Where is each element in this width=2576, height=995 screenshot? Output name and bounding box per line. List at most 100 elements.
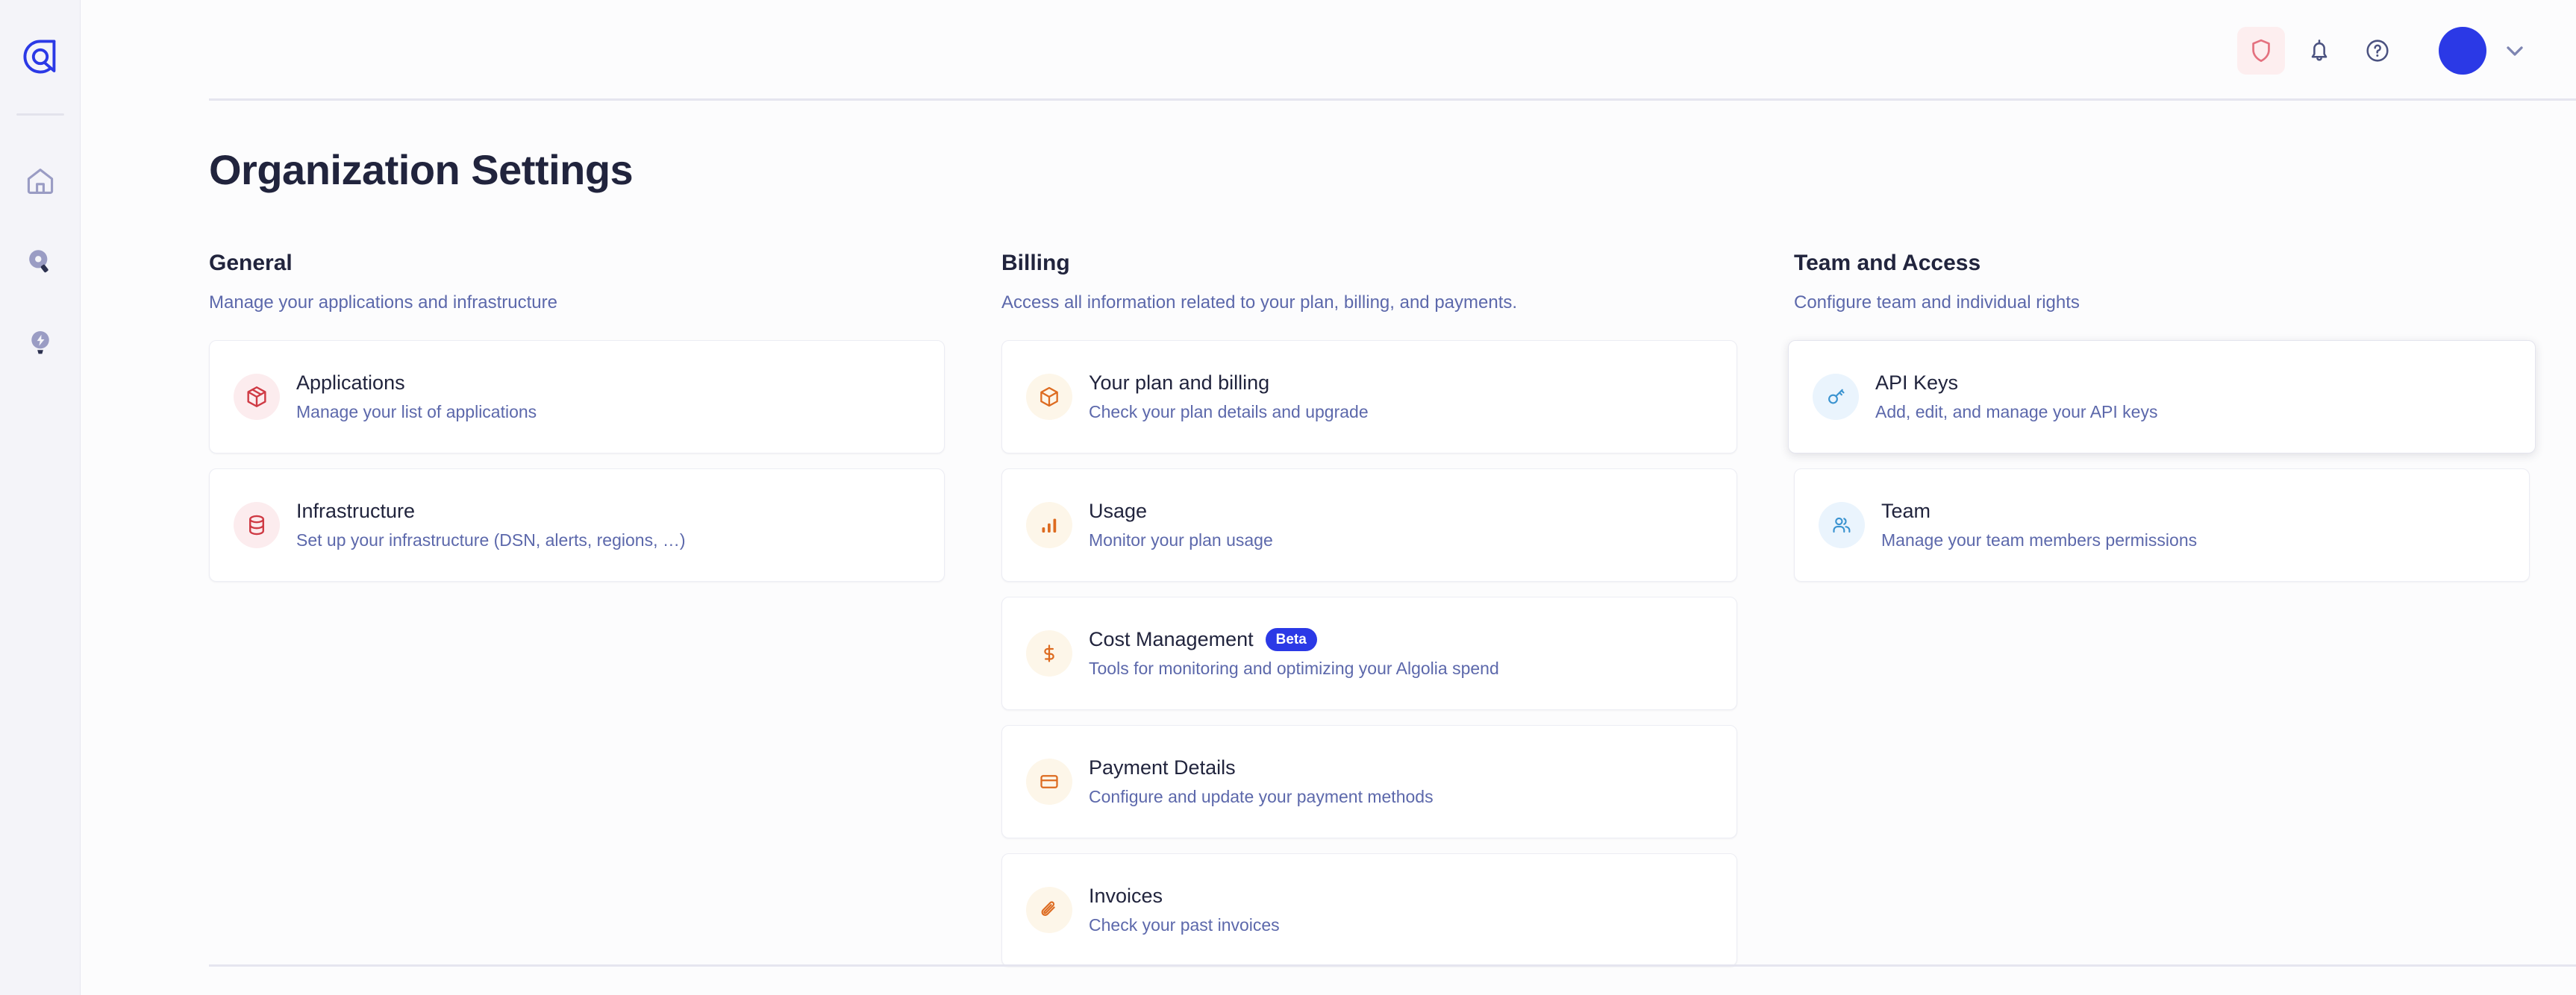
bar-chart-icon <box>1042 518 1057 533</box>
card-title-row: Applications <box>296 371 537 395</box>
column-subtitle: Configure team and individual rights <box>1794 292 2080 313</box>
column-general: General Manage your applications and inf… <box>209 251 945 582</box>
database-icon <box>249 515 264 536</box>
card-title: Team <box>1881 500 1931 522</box>
card-icon-wrap <box>1819 502 1865 548</box>
card-title-row: Infrastructure <box>296 500 686 523</box>
dollar-icon <box>1044 644 1054 662</box>
card-title-row: API Keys <box>1875 371 2157 395</box>
search-icon <box>28 250 49 273</box>
column-subtitle: Access all information related to your p… <box>1001 292 1518 313</box>
account-menu[interactable] <box>2439 26 2530 75</box>
card-title: Cost Management <box>1089 628 1254 650</box>
card-title-row: Your plan and billing <box>1089 371 1369 395</box>
main-area: Organization Settings General Manage you… <box>81 0 2576 995</box>
column-billing: Billing Access all information related t… <box>1001 251 1737 967</box>
card-icon-wrap <box>234 374 280 420</box>
card-body: Infrastructure Set up your infrastructur… <box>296 500 686 550</box>
users-icon <box>1833 517 1851 533</box>
shield-icon <box>2252 39 2270 62</box>
card-payment-details[interactable]: Payment Details Configure and update you… <box>1001 725 1737 838</box>
card-list: Your plan and billing Check your plan de… <box>1001 340 1737 967</box>
card-body: Cost Management Beta Tools for monitorin… <box>1089 627 1499 679</box>
card-icon-wrap <box>1026 630 1072 677</box>
card-your-plan-and-billing[interactable]: Your plan and billing Check your plan de… <box>1001 340 1737 453</box>
card-description: Configure and update your payment method… <box>1089 787 1434 806</box>
card-description: Check your past invoices <box>1089 915 1280 935</box>
card-description: Tools for monitoring and optimizing your… <box>1089 659 1499 679</box>
card-api-keys[interactable]: API Keys Add, edit, and manage your API … <box>1788 340 2536 453</box>
card-icon-wrap <box>234 502 280 548</box>
algolia-logo-icon <box>22 40 55 74</box>
card-list: API Keys Add, edit, and manage your API … <box>1788 340 2536 582</box>
card-title: Usage <box>1089 500 1148 522</box>
column-title: Billing <box>1001 251 1070 275</box>
top-header <box>81 0 2576 101</box>
key-icon <box>1828 389 1845 404</box>
card-team[interactable]: Team Manage your team members permission… <box>1794 468 2530 582</box>
lightbulb-bolt-icon <box>31 330 49 354</box>
home-icon <box>27 169 53 194</box>
card-description: Manage your team members permissions <box>1881 530 2198 550</box>
card-infrastructure[interactable]: Infrastructure Set up your infrastructur… <box>209 468 945 582</box>
card-title: Invoices <box>1089 885 1163 907</box>
card-title-row: Cost Management Beta <box>1089 627 1499 652</box>
card-title: API Keys <box>1875 371 1959 394</box>
column-subtitle: Manage your applications and infrastruct… <box>209 292 557 313</box>
card-body: Usage Monitor your plan usage <box>1089 500 1273 550</box>
cube-icon <box>1040 386 1058 407</box>
help-button[interactable] <box>2354 27 2401 75</box>
card-description: Set up your infrastructure (DSN, alerts,… <box>296 530 686 550</box>
card-icon-wrap <box>1026 502 1072 548</box>
notifications-button[interactable] <box>2295 27 2343 75</box>
card-body: API Keys Add, edit, and manage your API … <box>1875 371 2157 422</box>
avatar[interactable] <box>2439 26 2486 75</box>
status-badge: Beta <box>1265 627 1317 652</box>
sidebar-item-home[interactable] <box>0 141 81 222</box>
sidebar-item-recommend[interactable] <box>0 302 81 383</box>
card-cost-management[interactable]: Cost Management Beta Tools for monitorin… <box>1001 597 1737 710</box>
algolia-logo[interactable] <box>0 21 81 92</box>
page-title: Organization Settings <box>209 146 634 193</box>
card-body: Invoices Check your past invoices <box>1089 885 1280 935</box>
card-title-row: Team <box>1881 500 2197 523</box>
card-body: Your plan and billing Check your plan de… <box>1089 371 1369 422</box>
card-applications[interactable]: Applications Manage your list of applica… <box>209 340 945 453</box>
card-body: Applications Manage your list of applica… <box>296 371 537 422</box>
card-body: Payment Details Configure and update you… <box>1089 756 1434 807</box>
column-title: General <box>209 251 293 275</box>
card-icon-wrap <box>1026 759 1072 805</box>
chevron-down-icon[interactable] <box>2500 36 2530 66</box>
card-body: Team Manage your team members permission… <box>1881 500 2197 550</box>
card-title-row: Invoices <box>1089 885 1280 908</box>
card-description: Add, edit, and manage your API keys <box>1875 402 2158 421</box>
card-icon-wrap <box>1813 374 1859 420</box>
card-icon-wrap <box>1026 887 1072 933</box>
card-title: Applications <box>296 371 405 394</box>
help-circle-icon <box>2366 39 2389 62</box>
left-sidebar <box>0 0 81 995</box>
bell-icon <box>2311 39 2328 60</box>
card-title: Your plan and billing <box>1089 371 1270 394</box>
card-title: Infrastructure <box>296 500 416 522</box>
package-box-icon <box>247 386 266 407</box>
card-description: Monitor your plan usage <box>1089 530 1273 550</box>
card-usage[interactable]: Usage Monitor your plan usage <box>1001 468 1737 582</box>
card-list: Applications Manage your list of applica… <box>209 340 945 582</box>
sidebar-divider <box>16 113 64 116</box>
security-button[interactable] <box>2237 26 2285 75</box>
column-title: Team and Access <box>1794 251 1981 275</box>
credit-card-icon <box>1040 775 1058 788</box>
paperclip-icon <box>1041 901 1055 917</box>
card-icon-wrap <box>1026 374 1072 420</box>
column-team-and-access: Team and Access Configure team and indiv… <box>1788 251 2536 582</box>
card-invoices[interactable]: Invoices Check your past invoices <box>1001 853 1737 967</box>
settings-columns: General Manage your applications and inf… <box>209 251 2536 967</box>
sidebar-item-search[interactable] <box>0 222 81 302</box>
card-title: Payment Details <box>1089 756 1236 779</box>
card-description: Manage your list of applications <box>296 402 537 421</box>
page-content: Organization Settings General Manage you… <box>81 101 2576 995</box>
card-title-row: Usage <box>1089 500 1273 523</box>
bottom-divider <box>209 964 2576 967</box>
